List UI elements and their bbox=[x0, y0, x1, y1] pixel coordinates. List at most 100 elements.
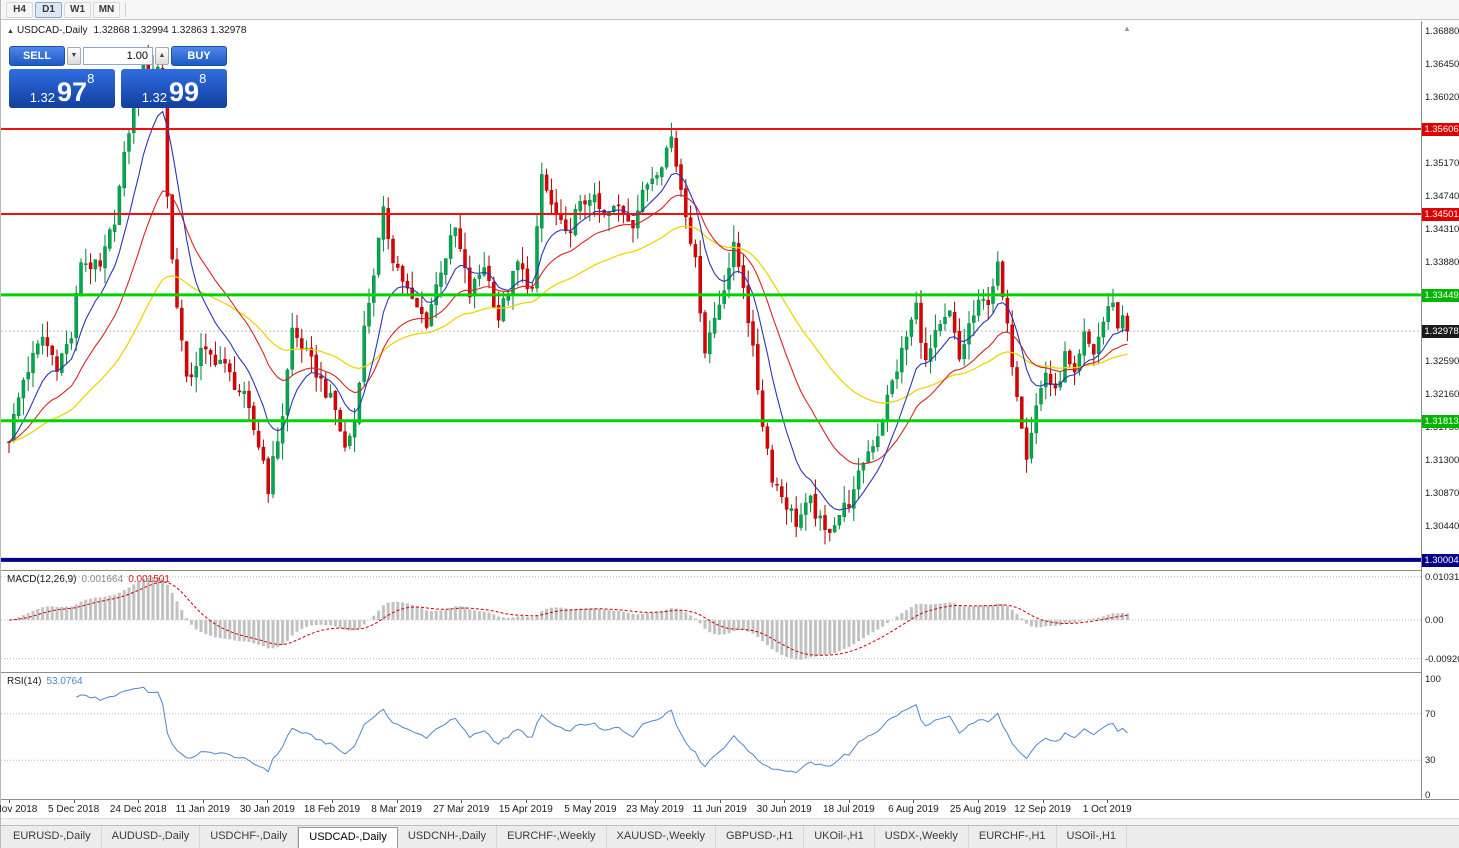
sell-price-point: 8 bbox=[87, 71, 95, 86]
time-axis-label: 11 Jan 2019 bbox=[175, 804, 230, 815]
macd-axis-label: -0.00920 bbox=[1425, 653, 1459, 665]
timeframe-d1-button[interactable]: D1 bbox=[35, 1, 62, 18]
sell-button[interactable]: SELL bbox=[9, 45, 65, 66]
chart-tab-usdcnh-daily[interactable]: USDCNH-,Daily bbox=[398, 826, 498, 848]
timeframe-h4-button[interactable]: H4 bbox=[6, 1, 33, 18]
time-axis-label: 24 Dec 2018 bbox=[109, 804, 167, 815]
ma-slow-line bbox=[8, 225, 1128, 443]
rsi-axis-label: 0 bbox=[1425, 790, 1431, 801]
chart-tab-usdcad-daily[interactable]: USDCAD-,Daily bbox=[298, 827, 398, 848]
axis-price-label: 1.30870 bbox=[1425, 488, 1459, 500]
time-axis-label: 6 Aug 2019 bbox=[888, 804, 939, 815]
chart-tab-usdchf-daily[interactable]: USDCHF-,Daily bbox=[200, 826, 299, 848]
chart-ohlc-values: 1.32868 1.32994 1.32863 1.32978 bbox=[93, 25, 247, 36]
buy-price-box[interactable]: 1.32 99 8 bbox=[121, 69, 227, 108]
axis-price-label: 1.36450 bbox=[1425, 59, 1459, 71]
axis-price-label: 1.35170 bbox=[1425, 157, 1459, 169]
time-axis-tick bbox=[332, 800, 333, 803]
buy-price-point: 8 bbox=[199, 71, 207, 86]
rsi-chart bbox=[1, 686, 1421, 774]
chart-title: ▲ USDCAD-,Daily 1.32868 1.32994 1.32863 1.… bbox=[7, 25, 246, 36]
time-axis-tick bbox=[1107, 800, 1109, 803]
macd-main-value: 0.001664 bbox=[81, 574, 124, 585]
rsi-value: 53.0764 bbox=[46, 676, 83, 687]
horizontal-scroll-strip[interactable] bbox=[1, 818, 1459, 825]
volume-input[interactable] bbox=[83, 46, 153, 65]
time-axis-tick bbox=[590, 800, 592, 803]
time-axis-tick bbox=[655, 800, 656, 803]
candlestick-chart[interactable] bbox=[1, 21, 1421, 570]
time-axis[interactable]: 16 Nov 2018 5 Dec 2018 24 Dec 2018 11 Jan 2… bbox=[0, 799, 1459, 818]
time-axis-tick bbox=[267, 800, 269, 803]
volume-decrease-button[interactable]: ▼ bbox=[67, 46, 81, 65]
volume-increase-button[interactable]: ▲ bbox=[155, 46, 169, 65]
macd-histogram bbox=[12, 577, 1129, 660]
time-axis-label: 5 Dec 2018 bbox=[48, 804, 100, 815]
toolbar-separator bbox=[125, 2, 126, 17]
current-price-tag: 1.32978 bbox=[1422, 325, 1459, 339]
time-axis-label: 30 Jan 2019 bbox=[239, 804, 295, 815]
time-axis-tick bbox=[9, 800, 10, 803]
timeframe-w1-button[interactable]: W1 bbox=[64, 1, 91, 18]
chart-tab-eurusd-daily[interactable]: EURUSD-,Daily bbox=[3, 826, 102, 848]
chart-tab-gbpusd-h1[interactable]: GBPUSD-,H1 bbox=[716, 826, 805, 848]
macd-chart bbox=[1, 576, 1421, 660]
sell-price-prefix: 1.32 bbox=[29, 90, 56, 105]
time-axis-tick bbox=[461, 800, 463, 803]
chart-tab-audusd-daily[interactable]: AUDUSD-,Daily bbox=[102, 826, 201, 848]
time-axis-tick bbox=[1042, 800, 1044, 803]
sell-price-main: 97 bbox=[57, 77, 88, 107]
timeframe-mn-button[interactable]: MN bbox=[93, 1, 120, 18]
time-axis-tick bbox=[396, 800, 398, 803]
time-axis-tick bbox=[202, 800, 204, 803]
chart-tab-xauusd-weekly[interactable]: XAUUSD-,Weekly bbox=[607, 826, 716, 848]
time-axis-label: 30 Jun 2019 bbox=[756, 804, 812, 815]
panel-separator[interactable] bbox=[1, 672, 1459, 673]
macd-signal-value: 0.001501 bbox=[128, 574, 170, 585]
rsi-axis-label: 70 bbox=[1425, 708, 1436, 720]
time-axis-label: 8 Mar 2019 bbox=[371, 804, 422, 815]
macd-label: MACD(12,26,9) 0.001664 0.001501 bbox=[7, 574, 170, 585]
time-axis-label: 16 Nov 2018 bbox=[0, 804, 38, 815]
axis-price-label: 1.34740 bbox=[1425, 190, 1459, 202]
buy-button[interactable]: BUY bbox=[171, 45, 227, 66]
rsi-line bbox=[75, 686, 1128, 774]
rsi-indicator-panel: RSI(14) 53.0764 bbox=[1, 673, 1421, 799]
time-axis-label: 15 Apr 2019 bbox=[498, 804, 553, 815]
axis-price-label: 1.31300 bbox=[1425, 455, 1459, 467]
time-axis-label: 23 May 2019 bbox=[626, 804, 684, 815]
time-axis-label: 12 Sep 2019 bbox=[1014, 804, 1071, 815]
chart-tab-eurchf-h1[interactable]: EURCHF-,H1 bbox=[969, 826, 1057, 848]
timeframe-toolbar: H4 D1 W1 MN bbox=[1, 0, 1459, 20]
time-axis-tick bbox=[913, 800, 915, 803]
level-price-tag[interactable]: 1.30004 bbox=[1422, 553, 1459, 567]
chart-shift-marker-icon: ▲ bbox=[1123, 24, 1131, 33]
chart-tab-ukoil-h1[interactable]: UKOil-,H1 bbox=[804, 826, 875, 848]
main-chart-panel[interactable]: ▲ USDCAD-,Daily 1.32868 1.32994 1.32863 1.… bbox=[1, 21, 1421, 570]
chart-tab-eurchf-weekly[interactable]: EURCHF-,Weekly bbox=[497, 826, 607, 848]
chart-tab-usoil-h1[interactable]: USOil-,H1 bbox=[1057, 826, 1128, 848]
macd-axis-label: 0.00 bbox=[1425, 615, 1444, 626]
level-price-tag[interactable]: 1.34501 bbox=[1422, 208, 1459, 221]
time-axis-tick bbox=[73, 800, 75, 803]
level-price-tag[interactable]: 1.33449 bbox=[1422, 288, 1459, 302]
axis-price-label: 1.36880 bbox=[1425, 26, 1459, 37]
axis-price-label: 1.36020 bbox=[1425, 92, 1459, 104]
axis-price-label: 1.33880 bbox=[1425, 256, 1459, 268]
time-axis-label: 18 Jul 2019 bbox=[822, 804, 875, 815]
axis-price-label: 1.32160 bbox=[1425, 389, 1459, 401]
time-axis-tick bbox=[848, 800, 850, 803]
axis-price-label: 1.32590 bbox=[1425, 356, 1459, 367]
buy-price-prefix: 1.32 bbox=[141, 90, 168, 105]
time-axis-tick bbox=[978, 800, 979, 803]
sell-price-box[interactable]: 1.32 97 8 bbox=[9, 69, 115, 108]
price-axis[interactable]: 1.36880 1.36450 1.36020 1.35170 1.34740 1.343… bbox=[1421, 21, 1459, 801]
level-price-tag[interactable]: 1.35606 bbox=[1422, 123, 1459, 136]
chart-tab-usdx-weekly[interactable]: USDX-,Weekly bbox=[875, 826, 969, 848]
level-price-tag[interactable]: 1.31813 bbox=[1422, 414, 1459, 428]
axis-price-label: 1.30440 bbox=[1425, 521, 1459, 533]
chart-tab-bar: EURUSD-,Daily AUDUSD-,Daily USDCHF-,Daily U… bbox=[1, 825, 1459, 848]
panel-separator[interactable] bbox=[1, 570, 1459, 571]
